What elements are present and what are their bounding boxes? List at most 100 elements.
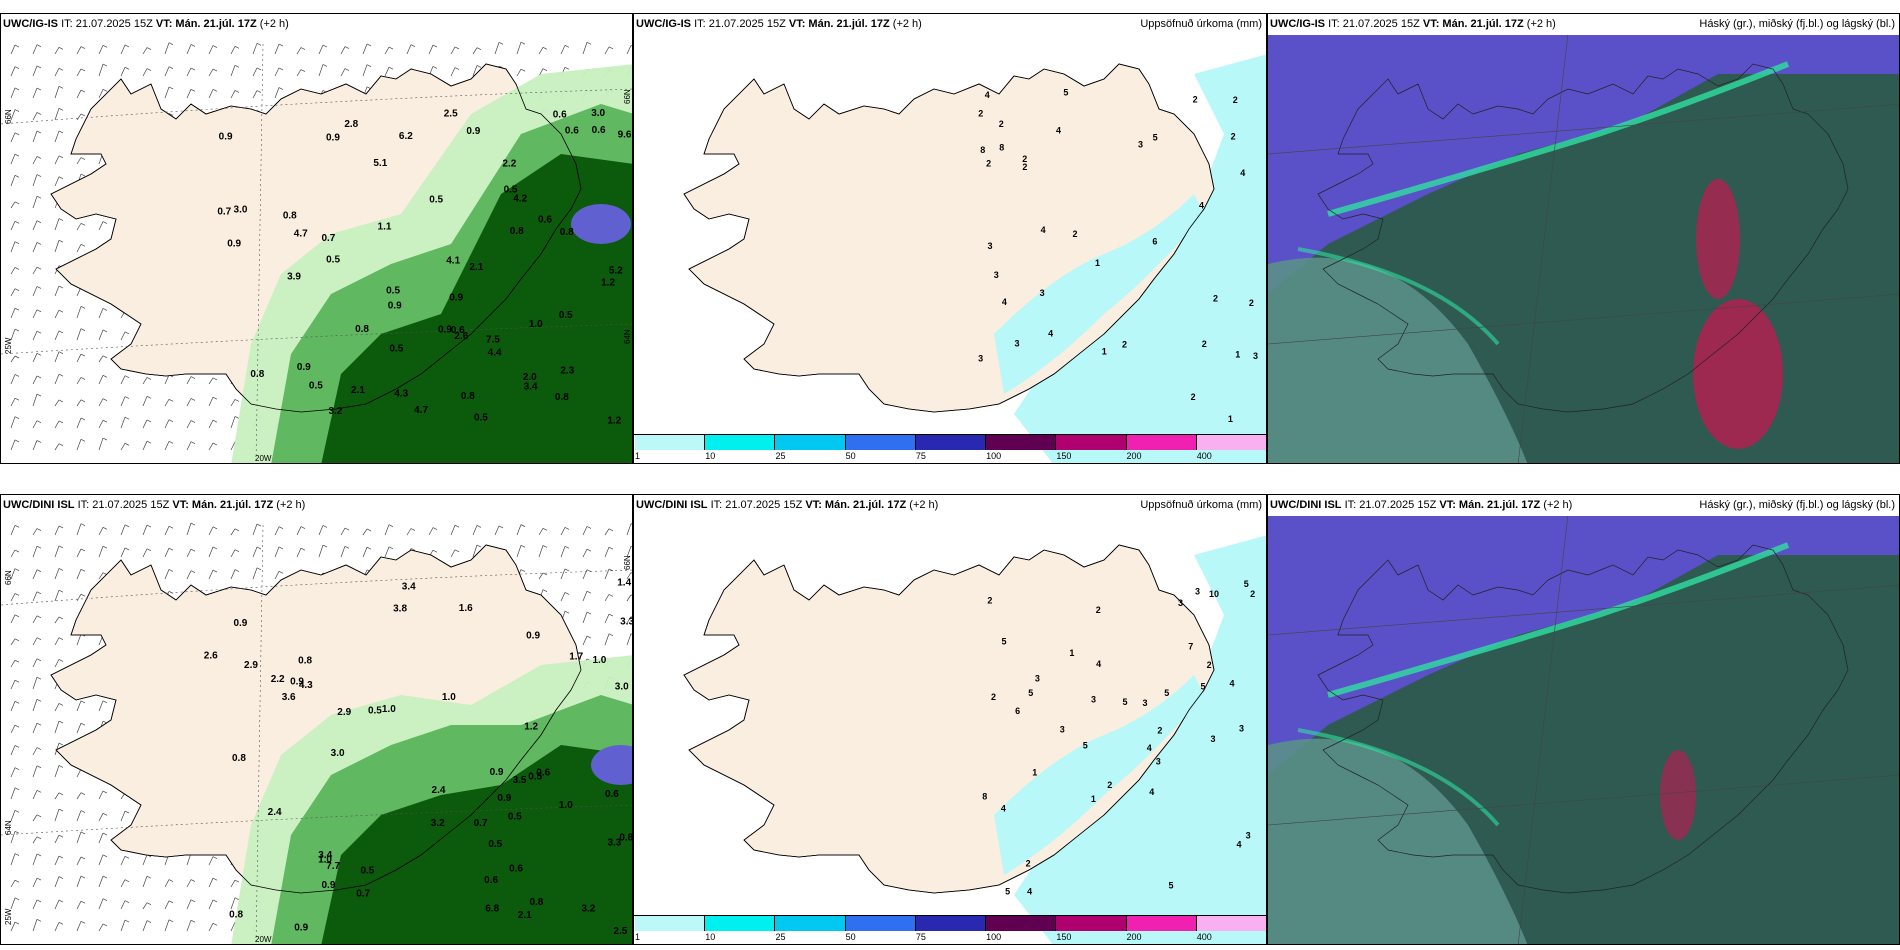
wind-barb [604,528,610,536]
wind-barb [32,790,38,800]
wind-barb-flag [14,355,20,359]
wind-barb [54,703,60,712]
wind-barb-flag [36,637,42,641]
valid-time: VT: Mán. 21.júl. 17Z [1439,499,1541,511]
value-label: 3 [1210,734,1215,744]
wind-barb [54,47,60,55]
wind-barb [252,546,258,558]
high-cloud-core [1696,179,1740,299]
valid-time: VT: Mán. 21.júl. 17Z [155,18,257,30]
wind-barb [560,527,566,536]
longitude-line [255,43,264,463]
value-label: 1.0 [559,800,573,811]
value-label: 3.3 [620,617,633,628]
wind-barb-flag [58,808,64,812]
mid-cloud-area [1268,257,1528,463]
wind-barb-flag [80,438,86,442]
value-label: 0.5 [429,194,443,205]
wind-barb-flag [498,42,504,45]
wind-barb-flag [322,544,328,548]
wind-barb [186,67,192,77]
value-label: 4 [1048,329,1053,339]
wind-barb [54,808,60,822]
value-label: 0.9 [233,618,247,629]
wind-barb-flag [124,375,130,379]
wind-barb [340,546,346,558]
wind-barb [384,524,390,536]
wind-barb [54,637,60,646]
precip-map-panel: UWC/DINI ISL IT: 21.07.2025 15Z VT: Mán.… [0,494,633,945]
wind-barb [32,44,38,55]
value-label: 8 [980,145,985,155]
lead-time: (+2 h) [1526,18,1556,30]
colorbar-swatch [1126,435,1197,450]
value-label: 0.6 [509,863,523,874]
panel-title: Háský (gr.), miðský (fj.bl.) og lágský (… [1699,18,1895,30]
wind-barb-flag [168,569,174,572]
wind-barb-flag [234,549,240,552]
value-label: 2.0 [523,372,537,383]
wind-barb-flag [300,526,306,529]
wind-barb [10,525,16,536]
wind-barb-flag [14,810,20,813]
wind-barb [164,879,170,888]
wind-barb [76,792,82,800]
precip-map-panel: UWC/IG-IS IT: 21.07.2025 15Z VT: Mán. 21… [0,13,633,464]
wind-barb-flag [14,416,20,419]
wind-barb [164,374,170,385]
wind-barb-flag [80,305,86,309]
wind-barb [362,43,368,55]
wind-barb [10,374,16,385]
wind-barb-flag [190,879,196,882]
value-label: 3.0 [234,204,248,215]
value-label: 2 [1022,162,1027,172]
wind-barb [76,921,82,932]
value-label: 1.2 [607,416,621,427]
wind-barb [10,355,16,363]
wind-barb-flag [234,416,240,419]
wind-barb [472,47,478,55]
value-label: 1 [1091,794,1096,804]
value-label: 2 [1193,95,1198,105]
wind-barb-flag [58,568,64,571]
wind-barb-flag [234,399,240,402]
wind-barb-flag [234,65,240,68]
wind-barb-flag [388,66,394,70]
wind-barb-flag [344,46,350,49]
value-label: 0.9 [322,880,336,891]
wind-barb-flag [168,879,174,882]
wind-barb-flag [58,834,64,838]
cloud-map-panel: UWC/DINI ISL IT: 21.07.2025 15Z VT: Mán.… [1267,494,1900,945]
lon-label: 20W [255,454,272,463]
wind-barb [76,831,82,844]
wind-barb [252,567,258,580]
wind-barb-flag [36,765,42,769]
wind-barb-flag [586,526,592,529]
wind-barb-flag [14,614,20,618]
wind-barb-flag [36,440,42,443]
wind-barb-flag [212,546,218,550]
wind-barb-flag [564,610,570,614]
wind-barb-flag [102,221,108,224]
colorbar-label: 10 [705,932,716,942]
value-label: 3.8 [393,604,407,615]
precip-extreme-area [571,204,631,244]
wind-barb [10,308,16,319]
wind-barb [54,834,60,844]
wind-barb [32,87,38,99]
value-label: 0.8 [232,753,246,764]
wind-barb [230,65,236,77]
wind-barb [54,720,60,734]
value-label: 2.1 [518,910,532,921]
wind-barb [98,221,104,231]
wind-barb-flag [124,67,130,70]
valid-time: VT: Mán. 21.júl. 17Z [172,499,274,511]
wind-barb [32,569,38,580]
latitude-line [1,323,632,355]
wind-barb [76,306,82,319]
wind-barb [560,546,566,558]
precip-extreme-area [591,745,632,785]
init-time: IT: 21.07.2025 15Z [694,18,786,30]
value-label: 0.6 [592,125,606,136]
wind-barb [582,569,588,580]
